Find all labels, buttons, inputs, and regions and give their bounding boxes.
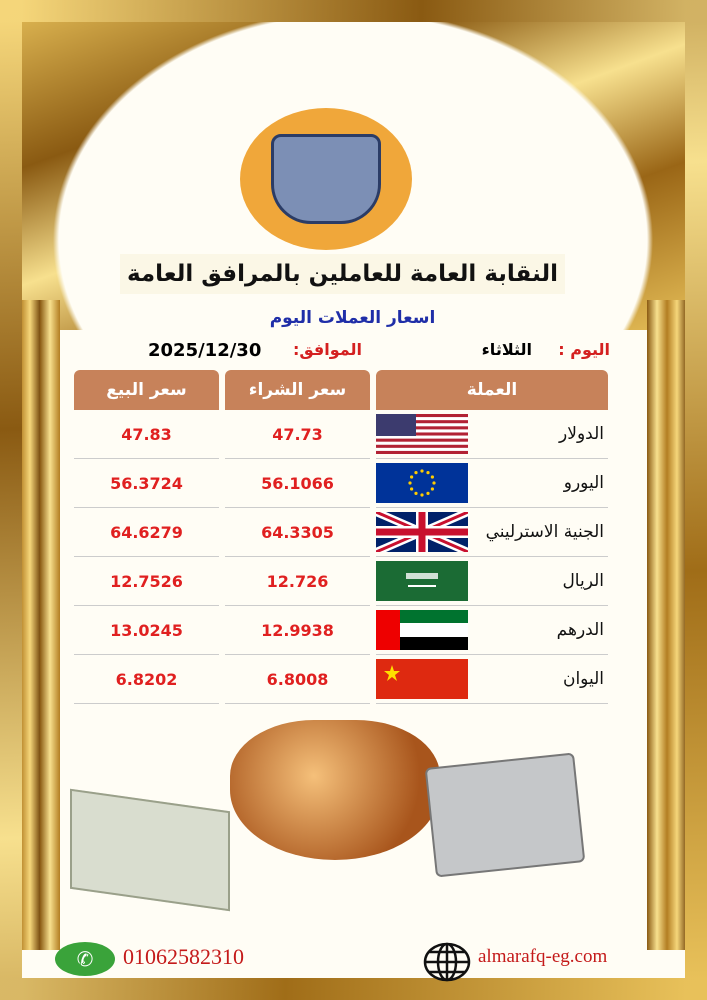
currency-name: الجنية الاسترليني bbox=[485, 522, 604, 542]
currency-cell: الريال bbox=[376, 557, 608, 606]
saudi-flag-icon bbox=[376, 561, 468, 601]
currency-table: سعر البيع سعر الشراء العملة 47.83 47.73 … bbox=[68, 370, 614, 704]
table-row: 56.3724 56.1066 اليورو bbox=[74, 459, 608, 508]
table-row: 12.7526 12.726 الريال bbox=[74, 557, 608, 606]
buy-price: 12.9938 bbox=[225, 606, 370, 655]
table-row: 64.6279 64.3305 الجنية الاسترليني bbox=[74, 508, 608, 557]
sell-price: 13.0245 bbox=[74, 606, 219, 655]
currency-cell: الدرهم bbox=[376, 606, 608, 655]
buy-price: 12.726 bbox=[225, 557, 370, 606]
sell-price: 64.6279 bbox=[74, 508, 219, 557]
sell-price: 12.7526 bbox=[74, 557, 219, 606]
currency-name: الريال bbox=[562, 571, 604, 591]
currency-name: اليورو bbox=[563, 473, 604, 493]
whatsapp-icon: ✆ bbox=[55, 942, 115, 976]
globe-icon bbox=[423, 942, 471, 982]
china-flag-icon bbox=[376, 659, 468, 699]
currency-cell: اليوان bbox=[376, 655, 608, 704]
table-row: 47.83 47.73 الدولار bbox=[74, 410, 608, 459]
usa-flag-icon bbox=[376, 414, 468, 454]
page-title: النقابة العامة للعاملين بالمرافق العامة bbox=[120, 254, 565, 294]
date-value: 2025/12/30 bbox=[148, 340, 262, 361]
currency-name: اليوان bbox=[562, 669, 604, 689]
gold-pot-image bbox=[230, 720, 440, 860]
currency-cell: الجنية الاسترليني bbox=[374, 508, 608, 557]
currency-cell: الدولار bbox=[376, 410, 608, 459]
table-row: 6.8202 6.8008 اليوان bbox=[74, 655, 608, 704]
buy-price: 6.8008 bbox=[225, 655, 370, 704]
sell-price: 6.8202 bbox=[74, 655, 219, 704]
table-row: 13.0245 12.9938 الدرهم bbox=[74, 606, 608, 655]
buy-price: 64.3305 bbox=[225, 508, 370, 557]
logo-emblem bbox=[271, 134, 381, 224]
sell-price: 56.3724 bbox=[74, 459, 219, 508]
eu-flag-icon bbox=[376, 463, 468, 503]
website-link[interactable]: almarafq-eg.com bbox=[478, 946, 608, 967]
left-gold-pillar bbox=[0, 300, 60, 950]
currency-name: الدرهم bbox=[556, 620, 604, 640]
date-label: الموافق: bbox=[292, 340, 362, 359]
right-gold-pillar bbox=[647, 300, 707, 950]
header-sell: سعر البيع bbox=[74, 370, 219, 410]
currency-cell: اليورو bbox=[376, 459, 608, 508]
buy-price: 47.73 bbox=[225, 410, 370, 459]
footer: ✆ 01062582310 almarafq-eg.com bbox=[50, 938, 660, 983]
header-currency: العملة bbox=[376, 370, 608, 410]
buy-price: 56.1066 bbox=[225, 459, 370, 508]
page-subtitle: اسعار العملات اليوم bbox=[269, 308, 436, 328]
date-row: اليوم : الثلاثاء الموافق: 2025/12/30 bbox=[100, 336, 610, 366]
union-logo bbox=[240, 108, 412, 250]
currency-name: الدولار bbox=[559, 424, 604, 444]
uae-flag-icon bbox=[376, 610, 468, 650]
uk-flag-icon bbox=[374, 508, 470, 556]
day-label: اليوم : bbox=[558, 340, 610, 359]
cash-stack-image bbox=[70, 788, 230, 912]
day-value: الثلاثاء bbox=[481, 340, 532, 359]
phone-number[interactable]: 01062582310 bbox=[123, 944, 244, 969]
calculator-image bbox=[424, 752, 586, 878]
header-buy: سعر الشراء bbox=[225, 370, 370, 410]
sell-price: 47.83 bbox=[74, 410, 219, 459]
